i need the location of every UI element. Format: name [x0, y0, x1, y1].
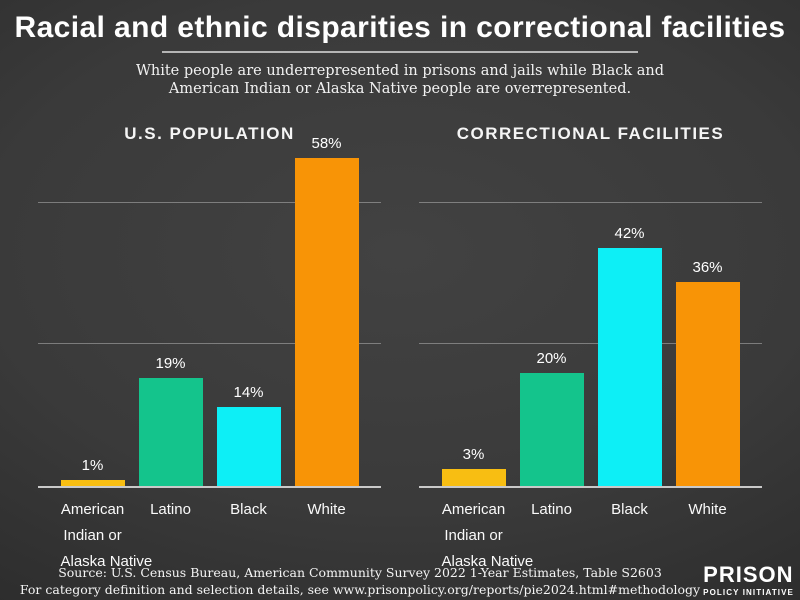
bar-column-white: 36%: [675, 259, 740, 486]
header: Racial and ethnic disparities in correct…: [0, 0, 800, 98]
chart-title: CORRECTIONAL FACILITIES: [456, 124, 725, 143]
chart-correctional-facilities: CORRECTIONAL FACILITIES 3% 20% 42% 36% Americ…: [419, 124, 762, 575]
gridline-25pct: [419, 343, 762, 344]
category-labels: American Indian or Alaska Native Latino Blac…: [419, 497, 762, 575]
bar-column-black: 42%: [597, 225, 662, 486]
source-note: Source: U.S. Census Bureau, American Com…: [0, 565, 720, 598]
bar-value-label: 42%: [614, 225, 645, 242]
subtitle-line-1: White people are underrepresented in pri…: [135, 63, 665, 79]
gridline-25pct: [38, 343, 381, 344]
gridline-50pct: [38, 202, 381, 203]
category-label-black: Black: [611, 501, 648, 518]
bar-value-label: 58%: [311, 135, 342, 152]
category-label-latino: Latino: [150, 501, 191, 518]
bar-black: [597, 248, 662, 486]
plot-area: 3% 20% 42% 36%: [419, 153, 762, 488]
bar-latino: [519, 373, 584, 486]
bar-column-white: 58%: [294, 135, 359, 486]
logo-subtitle: POLICY INITIATIVE: [703, 588, 794, 597]
category-labels: American Indian or Alaska Native Latino Blac…: [38, 497, 381, 575]
bar-value-label: 3%: [462, 446, 485, 463]
bar-latino: [138, 378, 203, 486]
chart-u-s-population: U.S. POPULATION 1% 19% 14% 58% American Indian…: [38, 124, 381, 575]
bar-american-indian-or-alaska-native: [60, 480, 125, 486]
bar-column-american-indian-or-alaska-native: 3%: [441, 446, 506, 486]
bar-value-label: 19%: [155, 355, 186, 372]
subtitle: White people are underrepresented in pri…: [0, 62, 800, 98]
bars-group: 3% 20% 42% 36%: [419, 153, 762, 486]
bar-american-indian-or-alaska-native: [441, 469, 506, 486]
source-line-1: Source: U.S. Census Bureau, American Com…: [58, 565, 662, 580]
gridline-50pct: [419, 202, 762, 203]
bar-value-label: 36%: [692, 259, 723, 276]
title-underline: [162, 51, 638, 53]
logo-wordmark: PRISON: [703, 562, 794, 587]
bar-column-black: 14%: [216, 384, 281, 486]
source-line-2: For category definition and selection de…: [19, 581, 701, 597]
category-label-white: White: [688, 501, 727, 518]
category-label-white: White: [307, 501, 346, 518]
prison-policy-initiative-logo: PRISON POLICY INITIATIVE: [703, 562, 794, 598]
subtitle-line-2: American Indian or Alaska Native people …: [168, 81, 632, 98]
bars-group: 1% 19% 14% 58%: [38, 135, 381, 486]
bar-column-american-indian-or-alaska-native: 1%: [60, 457, 125, 486]
bar-value-label: 1%: [81, 457, 104, 474]
charts-row: U.S. POPULATION 1% 19% 14% 58% American Indian…: [0, 124, 800, 575]
plot-area: 1% 19% 14% 58%: [38, 135, 381, 488]
category-label-black: Black: [230, 501, 267, 518]
category-label-latino: Latino: [531, 501, 572, 518]
bar-column-latino: 20%: [519, 350, 584, 486]
category-label-american-indian-or-alaska-native: American Indian or Alaska Native: [60, 501, 153, 570]
bar-column-latino: 19%: [138, 355, 203, 486]
bar-value-label: 20%: [536, 350, 567, 367]
bar-black: [216, 407, 281, 486]
footer: Source: U.S. Census Bureau, American Com…: [0, 560, 800, 600]
page-title: Racial and ethnic disparities in correct…: [14, 11, 786, 44]
category-label-american-indian-or-alaska-native: American Indian or Alaska Native: [441, 501, 534, 570]
bar-white: [675, 282, 740, 486]
chart-title: U.S. POPULATION: [124, 124, 295, 143]
bar-value-label: 14%: [233, 384, 264, 401]
bar-white: [294, 158, 359, 486]
